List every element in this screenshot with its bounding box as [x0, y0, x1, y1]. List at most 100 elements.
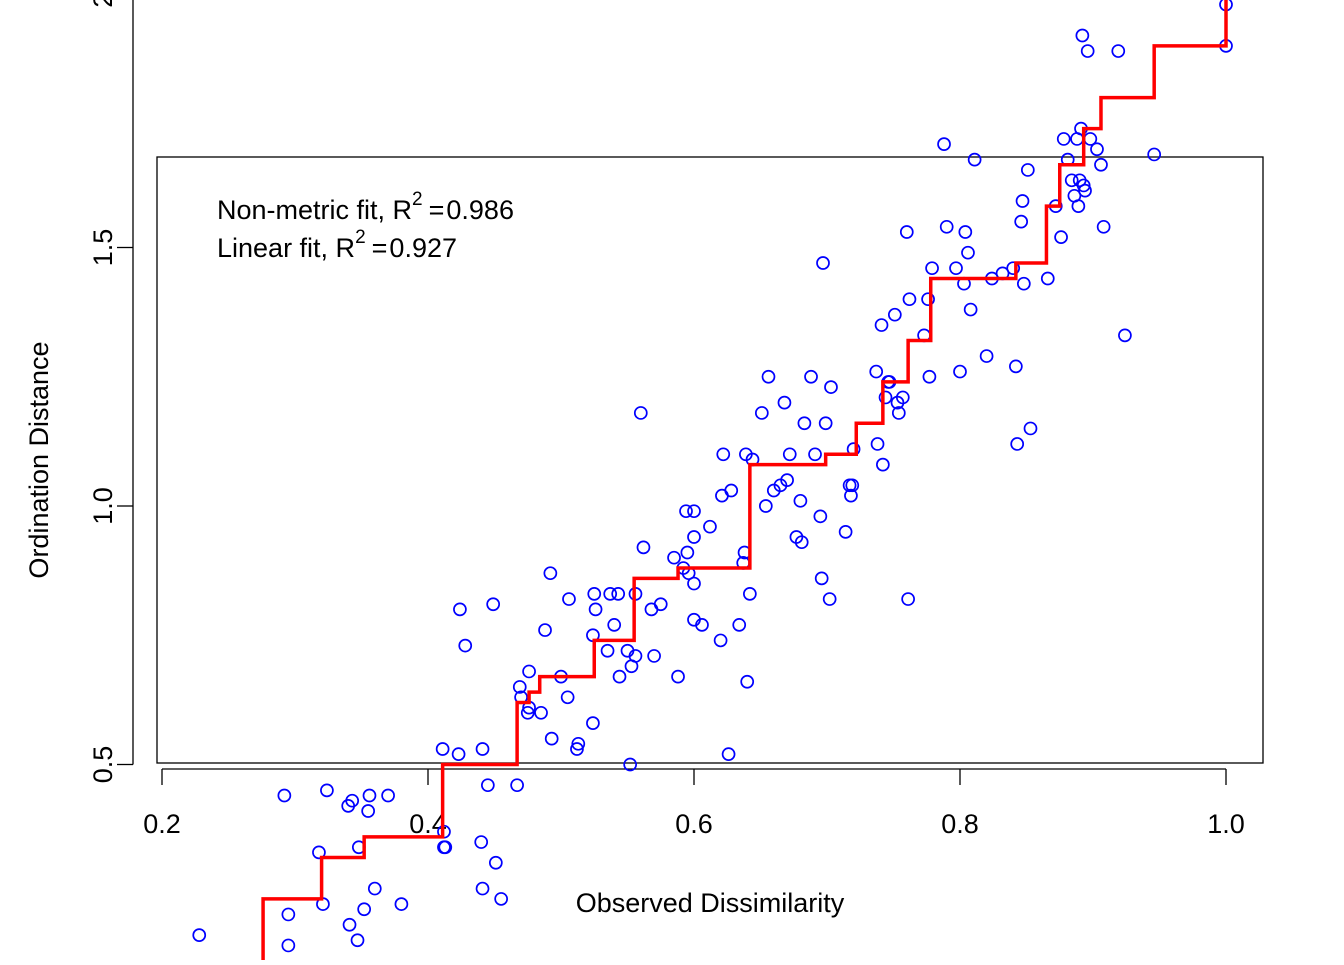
x-tick-label: 0.4 — [409, 809, 447, 839]
x-axis-label: Observed Dissimilarity — [576, 888, 845, 918]
data-point — [869, 364, 884, 379]
data-point — [922, 369, 937, 384]
data-point — [522, 664, 536, 679]
data-point — [481, 778, 495, 793]
data-point — [667, 550, 681, 565]
data-point — [342, 917, 357, 932]
data-point — [874, 318, 889, 332]
data-point — [1118, 328, 1132, 343]
data-point — [822, 592, 837, 606]
data-point — [320, 783, 334, 798]
data-point — [1096, 219, 1111, 234]
plot-frame — [156, 156, 1264, 764]
linear-fit-prefix: Linear fit, R — [217, 233, 355, 263]
data-point — [814, 571, 829, 586]
data-point — [312, 845, 326, 860]
y-tick-label: 0.5 — [88, 746, 118, 784]
data-point — [1071, 199, 1086, 213]
data-point — [679, 504, 693, 519]
y-axis-label: Ordination Distance — [24, 341, 54, 578]
data-point — [740, 674, 755, 689]
data-point — [937, 137, 951, 151]
data-point — [281, 907, 296, 922]
data-point — [543, 566, 558, 581]
data-point — [953, 364, 967, 379]
data-point — [967, 152, 982, 167]
data-point — [808, 447, 822, 462]
data-point — [534, 705, 548, 720]
data-point — [587, 587, 602, 601]
data-point — [1147, 147, 1162, 162]
data-point — [687, 530, 701, 544]
data-point — [921, 292, 935, 307]
data-point — [761, 369, 776, 384]
data-point — [1023, 421, 1038, 436]
data-point — [560, 690, 575, 705]
data-point — [1078, 183, 1092, 198]
linear-fit-text: Linear fit, R2 =0.927 — [217, 227, 457, 263]
data-point — [824, 380, 838, 394]
data-point — [876, 457, 890, 472]
data-point — [732, 618, 747, 632]
data-point — [838, 524, 853, 539]
data-point — [1076, 178, 1091, 193]
data-point — [486, 597, 501, 612]
data-point — [1020, 163, 1035, 177]
data-point — [475, 742, 490, 756]
data-point — [794, 535, 809, 550]
data-point — [958, 225, 973, 239]
x-tick-label: 1.0 — [1207, 809, 1245, 839]
x-axis-ticks: 0.2 0.4 0.6 0.8 1.0 — [143, 769, 1245, 839]
data-point — [653, 597, 668, 612]
x-tick-label: 0.8 — [941, 809, 979, 839]
data-point — [603, 587, 618, 601]
data-point — [571, 736, 586, 751]
data-point — [979, 349, 994, 363]
nonmetric-step-fit-line — [199, 0, 1228, 965]
x-tick-label: 0.2 — [143, 809, 181, 839]
y-tick-label: 1.0 — [88, 487, 118, 525]
data-point — [611, 587, 626, 601]
data-point — [963, 302, 978, 317]
data-point — [600, 643, 615, 658]
linear-fit-equals: = — [372, 233, 388, 263]
data-point — [939, 219, 954, 234]
data-point — [780, 473, 794, 487]
nonmetric-fit-prefix: Non-metric fit, R — [217, 195, 412, 225]
data-point — [845, 478, 860, 493]
data-point — [451, 747, 466, 762]
data-point — [1111, 44, 1126, 58]
data-point — [1054, 230, 1068, 245]
data-point — [844, 488, 858, 503]
data-point — [1056, 132, 1071, 146]
data-point — [453, 602, 467, 617]
data-point — [367, 881, 382, 896]
data-point — [494, 892, 508, 906]
data-point — [544, 731, 559, 746]
data-point — [570, 742, 584, 756]
data-point — [1075, 28, 1090, 43]
data-point — [1016, 276, 1031, 291]
data-point — [758, 499, 773, 513]
data-point — [1015, 194, 1030, 208]
data-point — [891, 406, 906, 420]
data-point — [394, 897, 409, 911]
data-point — [488, 855, 503, 870]
data-point — [475, 881, 490, 896]
data-point — [721, 747, 736, 762]
data-point — [804, 369, 818, 384]
data-point — [1094, 157, 1108, 172]
data-point — [586, 716, 600, 730]
nonmetric-fit-equals: = — [429, 195, 445, 225]
nonmetric-fit-value: 0.986 — [446, 195, 514, 225]
data-point — [1064, 173, 1079, 188]
data-point — [703, 519, 717, 534]
data-point — [797, 416, 812, 431]
data-point — [510, 778, 524, 793]
data-point — [961, 245, 975, 260]
nonmetric-fit-text: Non-metric fit, R2 =0.986 — [217, 189, 514, 225]
data-point — [1090, 142, 1104, 157]
data-point — [520, 705, 535, 720]
data-point — [607, 618, 622, 632]
